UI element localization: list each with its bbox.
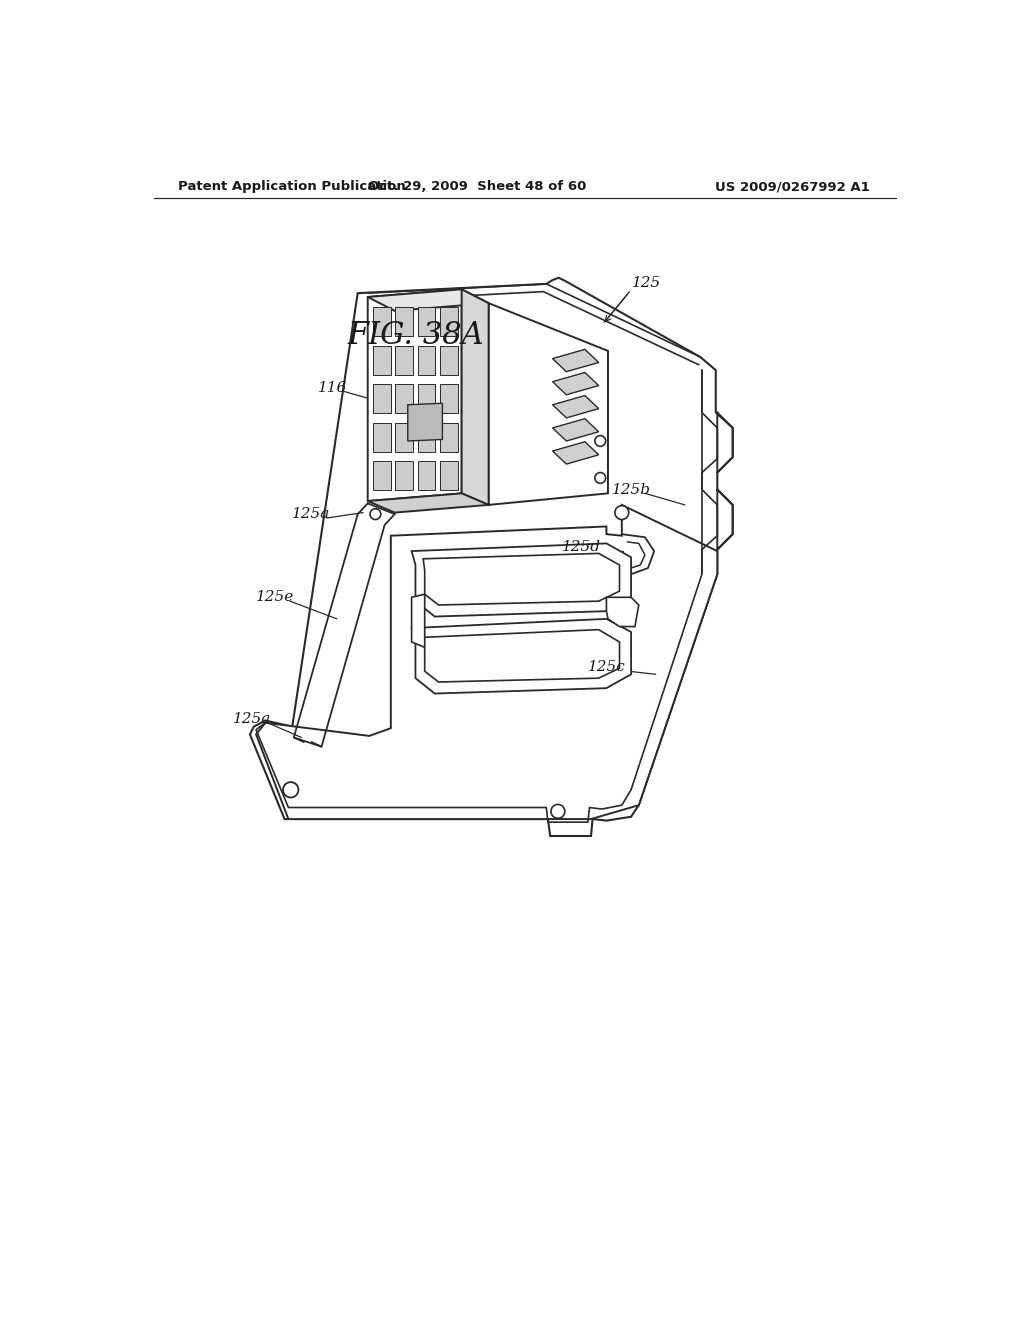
Polygon shape [368, 289, 462, 502]
Text: 125c: 125c [588, 660, 626, 673]
Text: Patent Application Publication: Patent Application Publication [178, 181, 407, 194]
Text: 125e: 125e [256, 590, 295, 605]
Text: 125: 125 [632, 276, 662, 290]
Polygon shape [418, 422, 435, 451]
Polygon shape [418, 346, 435, 375]
Circle shape [283, 781, 298, 797]
Polygon shape [553, 350, 599, 372]
Polygon shape [488, 304, 608, 506]
Polygon shape [440, 422, 458, 451]
Polygon shape [373, 461, 391, 490]
Polygon shape [368, 289, 488, 312]
Polygon shape [418, 384, 435, 413]
Polygon shape [418, 461, 435, 490]
Polygon shape [395, 384, 413, 413]
Polygon shape [395, 422, 413, 451]
Circle shape [595, 473, 605, 483]
Polygon shape [256, 506, 717, 818]
Polygon shape [440, 308, 458, 337]
Text: US 2009/0267992 A1: US 2009/0267992 A1 [715, 181, 869, 194]
Polygon shape [395, 346, 413, 375]
Polygon shape [250, 277, 733, 836]
Polygon shape [606, 598, 639, 627]
Text: 125d: 125d [561, 540, 600, 554]
Polygon shape [553, 442, 599, 465]
Polygon shape [395, 308, 413, 337]
Text: FIG. 38A: FIG. 38A [347, 319, 483, 351]
Circle shape [370, 508, 381, 520]
Circle shape [595, 436, 605, 446]
Polygon shape [373, 308, 391, 337]
Polygon shape [395, 461, 413, 490]
Polygon shape [412, 594, 425, 647]
Polygon shape [373, 346, 391, 375]
Text: Oct. 29, 2009  Sheet 48 of 60: Oct. 29, 2009 Sheet 48 of 60 [368, 181, 587, 194]
Polygon shape [368, 494, 488, 512]
Polygon shape [373, 384, 391, 413]
Polygon shape [412, 619, 631, 693]
Polygon shape [408, 404, 442, 441]
Circle shape [551, 804, 565, 818]
Polygon shape [373, 422, 391, 451]
Polygon shape [440, 346, 458, 375]
Polygon shape [423, 553, 620, 605]
Polygon shape [412, 544, 631, 616]
Text: 125b: 125b [611, 483, 650, 496]
Polygon shape [440, 384, 458, 413]
Text: 125a: 125a [233, 711, 271, 726]
Polygon shape [423, 630, 620, 682]
Polygon shape [418, 308, 435, 337]
Text: 116: 116 [317, 381, 347, 395]
Circle shape [614, 506, 629, 520]
Text: 125a: 125a [292, 507, 331, 521]
Polygon shape [553, 418, 599, 441]
Polygon shape [553, 372, 599, 395]
Polygon shape [440, 461, 458, 490]
Polygon shape [462, 289, 488, 506]
Polygon shape [553, 396, 599, 418]
